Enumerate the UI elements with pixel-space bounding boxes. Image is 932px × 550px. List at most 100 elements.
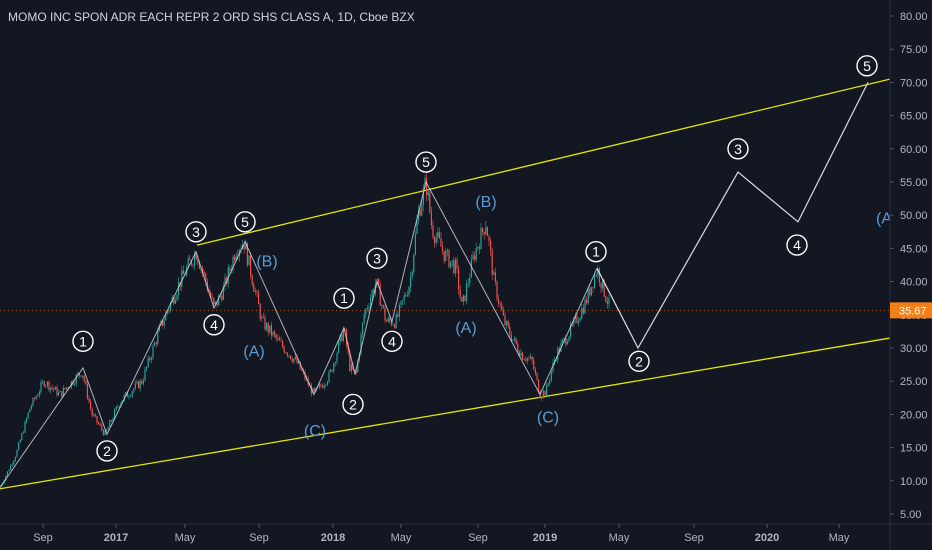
candle-body bbox=[382, 305, 384, 308]
candle-body bbox=[150, 357, 152, 361]
candle-body bbox=[275, 334, 277, 339]
candle-body bbox=[264, 316, 266, 330]
candle-body bbox=[453, 260, 455, 274]
candle-body bbox=[189, 258, 191, 261]
candle-body bbox=[115, 406, 117, 410]
candle-body bbox=[67, 387, 69, 389]
candle-body bbox=[98, 422, 100, 425]
candle-body bbox=[464, 295, 466, 301]
candle-body bbox=[517, 343, 519, 352]
candle-body bbox=[141, 380, 143, 384]
candle-body bbox=[478, 246, 480, 250]
candle-body bbox=[573, 318, 575, 325]
candle-body bbox=[368, 306, 370, 309]
candle-body bbox=[106, 429, 108, 431]
candle-body bbox=[274, 331, 276, 335]
candle-body bbox=[82, 375, 84, 377]
candle-body bbox=[170, 302, 172, 310]
candle-body bbox=[531, 356, 533, 361]
candle-body bbox=[90, 401, 92, 409]
candle-body bbox=[117, 406, 119, 408]
candle-body bbox=[566, 341, 568, 345]
candle-body bbox=[133, 388, 135, 392]
candle-body bbox=[450, 261, 452, 268]
wave-label-text: (C) bbox=[304, 423, 326, 440]
candle-body bbox=[218, 295, 220, 306]
candle-body bbox=[605, 296, 607, 302]
candle-body bbox=[536, 373, 538, 380]
wave-label-circle bbox=[366, 247, 388, 270]
candle-body bbox=[387, 317, 389, 322]
y-tick-label: 30.00 bbox=[900, 343, 928, 355]
candle-body bbox=[512, 339, 514, 341]
candle-body bbox=[35, 396, 37, 400]
x-tick-label: Sep bbox=[249, 532, 269, 544]
candle-body bbox=[467, 283, 469, 284]
candle-body bbox=[50, 387, 52, 391]
wave-label: 3 bbox=[185, 221, 207, 243]
candle-body bbox=[462, 295, 464, 302]
candle-body bbox=[550, 371, 552, 381]
candle-body bbox=[586, 299, 588, 304]
candle-body bbox=[59, 391, 61, 393]
candle-body bbox=[30, 405, 32, 409]
wave-label: 5 bbox=[415, 151, 437, 173]
candle-body bbox=[318, 384, 320, 387]
candle-body bbox=[142, 380, 144, 384]
candle-body bbox=[222, 286, 224, 301]
candle-body bbox=[514, 338, 516, 340]
wave-label-circle bbox=[727, 138, 749, 160]
candle-body bbox=[237, 255, 239, 257]
candle-body bbox=[166, 311, 168, 314]
candle-body bbox=[174, 299, 176, 304]
candle-body bbox=[43, 381, 45, 387]
candle-body bbox=[565, 338, 567, 345]
wave-label: 5 bbox=[856, 55, 878, 77]
y-tick-label: 60.00 bbox=[900, 144, 928, 156]
candle-body bbox=[173, 297, 175, 304]
candle-body bbox=[206, 281, 208, 291]
y-tick-label: 65.00 bbox=[900, 111, 928, 123]
candle-body bbox=[526, 358, 528, 361]
candle-body bbox=[562, 339, 564, 344]
candle-body bbox=[469, 277, 471, 284]
candle-body bbox=[245, 243, 247, 250]
candle-body bbox=[392, 324, 394, 326]
candle-body bbox=[125, 392, 127, 396]
candle-body bbox=[118, 406, 120, 407]
y-tick-label: 55.00 bbox=[900, 177, 928, 189]
candle-body bbox=[389, 317, 391, 321]
candle-body bbox=[11, 464, 13, 466]
candle-body bbox=[210, 292, 212, 297]
wave-label: (C) bbox=[537, 410, 559, 427]
wave-label: (C) bbox=[304, 423, 326, 440]
candle-body bbox=[602, 279, 604, 289]
candle-body bbox=[192, 264, 194, 266]
candle-body bbox=[363, 314, 365, 323]
candle-body bbox=[563, 338, 565, 340]
candle-body bbox=[280, 340, 282, 342]
candle-body bbox=[45, 385, 47, 387]
candle-body bbox=[408, 286, 410, 296]
candle-body bbox=[78, 373, 80, 376]
candle-body bbox=[386, 320, 388, 322]
candle-body bbox=[427, 192, 429, 196]
candle-body bbox=[338, 341, 340, 354]
candle-body bbox=[267, 323, 269, 333]
x-tick-label: Sep bbox=[468, 532, 488, 544]
wave-label: (B) bbox=[256, 254, 277, 271]
candle-body bbox=[381, 305, 383, 306]
wave-label-circle bbox=[185, 221, 207, 243]
y-tick-label: 45.00 bbox=[900, 243, 928, 255]
candle-body bbox=[422, 187, 424, 205]
wave-label-text: (B) bbox=[475, 194, 496, 211]
wave-label: (B) bbox=[475, 194, 496, 211]
candle-body bbox=[112, 418, 114, 422]
candle-body bbox=[259, 303, 261, 319]
candle-body bbox=[14, 457, 16, 461]
candle-body bbox=[10, 465, 12, 471]
wave-label-text: 4 bbox=[388, 333, 396, 349]
x-tick-label: 2018 bbox=[321, 532, 345, 544]
